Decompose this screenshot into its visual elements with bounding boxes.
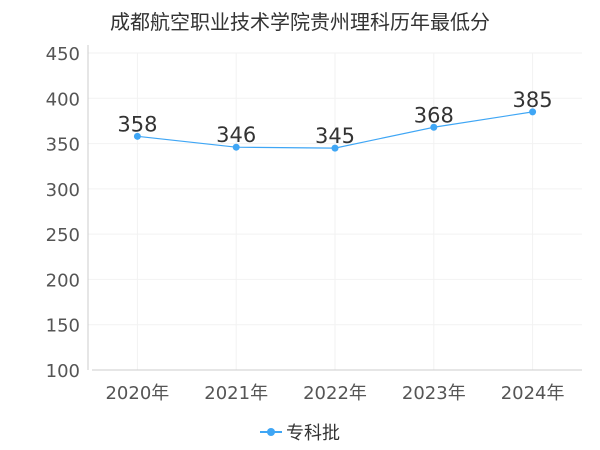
data-point[interactable] — [430, 123, 438, 131]
data-label: 345 — [315, 124, 355, 148]
legend-item[interactable]: 专科批 — [260, 419, 340, 445]
y-tick-label: 300 — [46, 180, 80, 201]
data-label: 385 — [513, 88, 553, 112]
x-tick-label: 2022年 — [303, 383, 367, 404]
legend-swatch-icon — [260, 426, 282, 438]
axes: 100 150 200 250 300 350 400 450 2020年 2021年 2022年 2… — [46, 44, 582, 404]
x-tick-label: 2024年 — [501, 383, 565, 404]
y-tick-label: 250 — [46, 225, 80, 246]
data-point[interactable] — [331, 144, 339, 152]
y-tick-label: 200 — [46, 270, 80, 291]
data-point[interactable] — [133, 132, 141, 140]
x-tick-label: 2020年 — [105, 383, 169, 404]
legend-label: 专科批 — [286, 423, 340, 444]
chart-title: 成都航空职业技术学院贵州理科历年最低分 — [110, 10, 490, 34]
x-tick-label: 2021年 — [204, 383, 268, 404]
grid-lines — [88, 52, 582, 370]
data-labels: 358 346 345 368 385 — [117, 88, 552, 148]
y-tick-label: 350 — [46, 135, 80, 156]
y-tick-label: 450 — [46, 44, 80, 65]
data-point[interactable] — [529, 108, 537, 116]
data-label: 358 — [117, 112, 157, 136]
legend: 专科批 — [0, 419, 600, 445]
data-point[interactable] — [232, 143, 240, 151]
y-tick-label: 400 — [46, 89, 80, 110]
y-tick-label: 100 — [46, 361, 80, 382]
data-label: 368 — [414, 103, 454, 127]
series-layer — [133, 108, 537, 152]
x-tick-label: 2023年 — [402, 383, 466, 404]
data-label: 346 — [216, 123, 256, 147]
y-tick-label: 150 — [46, 316, 80, 337]
